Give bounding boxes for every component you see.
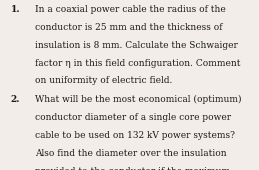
Text: What will be the most economical (optimum): What will be the most economical (optimu… [35,95,241,104]
Text: In a coaxial power cable the radius of the: In a coaxial power cable the radius of t… [35,5,226,14]
Text: conductor diameter of a single core power: conductor diameter of a single core powe… [35,113,231,122]
Text: conductor is 25 mm and the thickness of: conductor is 25 mm and the thickness of [35,23,222,32]
Text: cable to be used on 132 kV power systems?: cable to be used on 132 kV power systems… [35,131,235,140]
Text: provided to the conductor if the maximum: provided to the conductor if the maximum [35,167,230,170]
Text: factor η in this field configuration. Comment: factor η in this field configuration. Co… [35,59,240,68]
Text: 2.: 2. [10,95,20,104]
Text: insulation is 8 mm. Calculate the Schwaiger: insulation is 8 mm. Calculate the Schwai… [35,41,238,50]
Text: 1.: 1. [10,5,20,14]
Text: on uniformity of electric field.: on uniformity of electric field. [35,76,172,86]
Text: Also find the diameter over the insulation: Also find the diameter over the insulati… [35,149,227,158]
